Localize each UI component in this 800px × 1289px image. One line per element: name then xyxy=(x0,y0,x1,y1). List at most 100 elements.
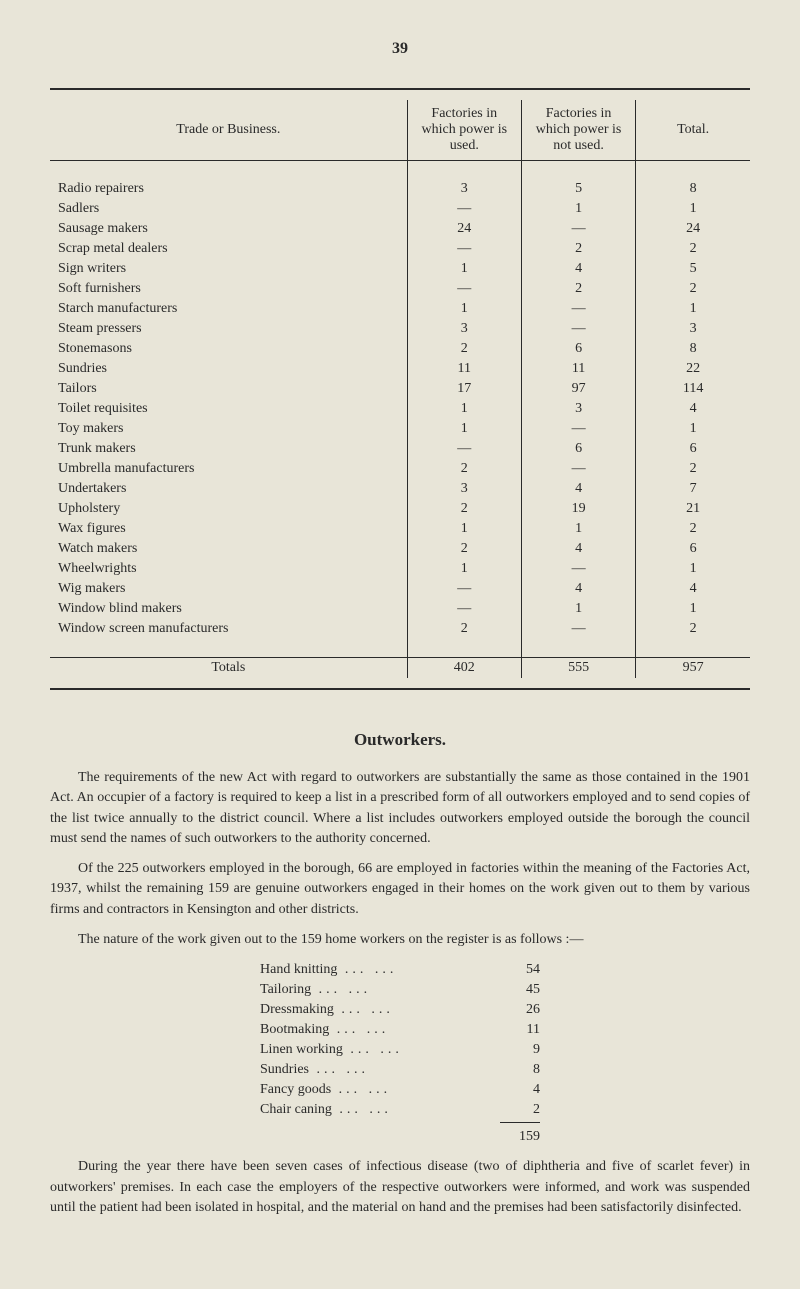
cell-value: 11 xyxy=(407,359,521,379)
col-trade: Trade or Business. xyxy=(50,100,407,161)
small-total-row: 159 xyxy=(250,1120,550,1147)
cell-value: 1 xyxy=(407,399,521,419)
cell-value: 2 xyxy=(636,239,750,259)
work-label: Sundries ... ... xyxy=(250,1060,490,1080)
table-row: Sadlers—11 xyxy=(50,199,750,219)
cell-value: — xyxy=(407,199,521,219)
cell-value: 1 xyxy=(407,419,521,439)
cell-value: — xyxy=(407,439,521,459)
cell-value: — xyxy=(521,459,635,479)
list-item: Sundries ... ...8 xyxy=(250,1060,550,1080)
trade-label: Upholstery xyxy=(50,499,407,519)
work-label: Linen working ... ... xyxy=(250,1040,490,1060)
cell-value: 1 xyxy=(407,559,521,579)
cell-value: — xyxy=(407,599,521,619)
cell-value: 6 xyxy=(636,539,750,559)
cell-value: — xyxy=(521,319,635,339)
cell-value: 1 xyxy=(407,259,521,279)
cell-value: 1 xyxy=(521,599,635,619)
table-row: Sign writers145 xyxy=(50,259,750,279)
cell-value: 2 xyxy=(521,239,635,259)
trade-label: Umbrella manufacturers xyxy=(50,459,407,479)
table-row: Scrap metal dealers—22 xyxy=(50,239,750,259)
cell-value: 2 xyxy=(636,459,750,479)
cell-value: 1 xyxy=(407,299,521,319)
trade-label: Wheelwrights xyxy=(50,559,407,579)
work-label: Dressmaking ... ... xyxy=(250,1000,490,1020)
cell-value: 2 xyxy=(407,539,521,559)
table-row: Sausage makers24—24 xyxy=(50,219,750,239)
cell-value: 6 xyxy=(636,439,750,459)
trade-label: Trunk makers xyxy=(50,439,407,459)
cell-value: 4 xyxy=(521,579,635,599)
trade-label: Window screen manufacturers xyxy=(50,619,407,639)
cell-value: — xyxy=(407,579,521,599)
cell-value: 2 xyxy=(636,279,750,299)
cell-value: 1 xyxy=(407,519,521,539)
table-row: Wheelwrights1—1 xyxy=(50,559,750,579)
trade-label: Wax figures xyxy=(50,519,407,539)
work-label: Hand knitting ... ... xyxy=(250,960,490,980)
cell-value: — xyxy=(521,219,635,239)
table-row: Tailors1797114 xyxy=(50,379,750,399)
cell-value: 11 xyxy=(521,359,635,379)
section-title: Outworkers. xyxy=(50,730,750,750)
cell-value: — xyxy=(521,619,635,639)
cell-value: 2 xyxy=(407,499,521,519)
table-row: Umbrella manufacturers2—2 xyxy=(50,459,750,479)
table-row: Upholstery21921 xyxy=(50,499,750,519)
page-number: 39 xyxy=(50,40,750,58)
table-row: Undertakers347 xyxy=(50,479,750,499)
small-total-value: 159 xyxy=(500,1129,540,1145)
cell-value: 1 xyxy=(521,199,635,219)
col-total: Total. xyxy=(636,100,750,161)
table-row: Window blind makers—11 xyxy=(50,599,750,619)
work-label: Bootmaking ... ... xyxy=(250,1020,490,1040)
cell-value: 3 xyxy=(636,319,750,339)
table-row: Wig makers—44 xyxy=(50,579,750,599)
work-count: 54 xyxy=(490,960,550,980)
cell-value: 2 xyxy=(407,459,521,479)
cell-value: 1 xyxy=(636,419,750,439)
totals-value: 402 xyxy=(407,658,521,679)
work-count: 8 xyxy=(490,1060,550,1080)
cell-value: 4 xyxy=(521,479,635,499)
trade-label: Toy makers xyxy=(50,419,407,439)
totals-row: Totals402555957 xyxy=(50,658,750,679)
trade-label: Wig makers xyxy=(50,579,407,599)
work-label: Tailoring ... ... xyxy=(250,980,490,1000)
list-item: Dressmaking ... ...26 xyxy=(250,1000,550,1020)
cell-value: — xyxy=(521,419,635,439)
list-item: Fancy goods ... ...4 xyxy=(250,1080,550,1100)
totals-label: Totals xyxy=(50,658,407,679)
table-row: Sundries111122 xyxy=(50,359,750,379)
totals-value: 555 xyxy=(521,658,635,679)
cell-value: 3 xyxy=(407,179,521,199)
trade-label: Steam pressers xyxy=(50,319,407,339)
trade-label: Watch makers xyxy=(50,539,407,559)
cell-value: 2 xyxy=(636,519,750,539)
cell-value: 1 xyxy=(636,199,750,219)
cell-value: 2 xyxy=(636,619,750,639)
trade-label: Toilet requisites xyxy=(50,399,407,419)
cell-value: 1 xyxy=(636,599,750,619)
cell-value: 24 xyxy=(407,219,521,239)
list-item: Bootmaking ... ...11 xyxy=(250,1020,550,1040)
cell-value: 5 xyxy=(636,259,750,279)
paragraph-4: During the year there have been seven ca… xyxy=(50,1157,750,1218)
col-power-used: Factories in which power is used. xyxy=(407,100,521,161)
trade-label: Starch manufacturers xyxy=(50,299,407,319)
table-row: Steam pressers3—3 xyxy=(50,319,750,339)
cell-value: 5 xyxy=(521,179,635,199)
table-row: Soft furnishers—22 xyxy=(50,279,750,299)
cell-value: 7 xyxy=(636,479,750,499)
trade-label: Tailors xyxy=(50,379,407,399)
cell-value: 4 xyxy=(636,399,750,419)
table-row: Toy makers1—1 xyxy=(50,419,750,439)
table-row: Stonemasons268 xyxy=(50,339,750,359)
cell-value: 3 xyxy=(407,479,521,499)
cell-value: 2 xyxy=(407,339,521,359)
cell-value: 4 xyxy=(521,539,635,559)
cell-value: 8 xyxy=(636,339,750,359)
cell-value: 1 xyxy=(636,299,750,319)
